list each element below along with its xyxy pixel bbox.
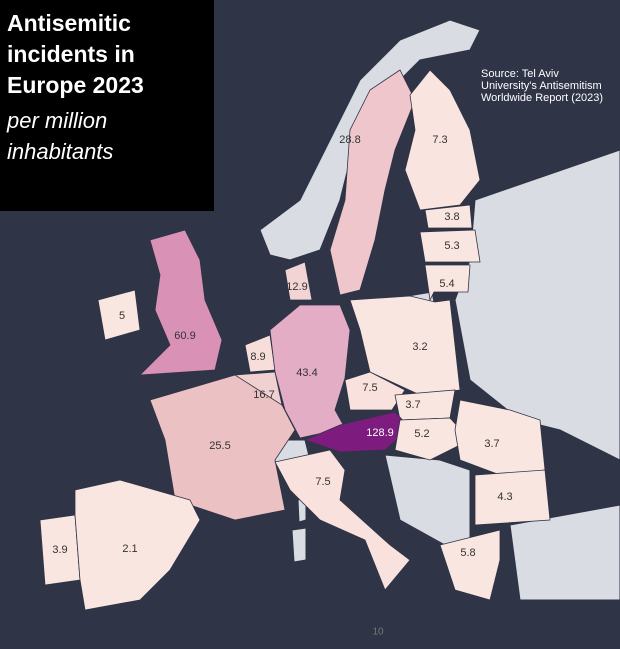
region bbox=[439, 529, 501, 601]
region bbox=[138, 229, 223, 376]
balkans bbox=[384, 454, 471, 546]
region-value: 60.9 bbox=[174, 330, 195, 342]
region-value: 5.3 bbox=[444, 240, 459, 252]
region bbox=[329, 69, 416, 296]
region bbox=[74, 479, 201, 611]
region bbox=[404, 69, 481, 211]
region-value: 3.8 bbox=[444, 211, 459, 223]
region bbox=[269, 304, 351, 439]
page-number: 10 bbox=[372, 627, 384, 638]
region bbox=[394, 389, 456, 421]
region-value: 4.3 bbox=[497, 491, 512, 503]
turkey bbox=[509, 504, 620, 601]
region bbox=[424, 264, 471, 302]
region-value: 5.4 bbox=[439, 278, 454, 290]
region-value: 16.7 bbox=[253, 389, 274, 401]
region bbox=[474, 469, 551, 526]
title: Antisemitic incidents in Europe 2023 bbox=[7, 10, 144, 98]
region-value: 7.5 bbox=[315, 476, 330, 488]
regions: 28.8 7.3 3.8 5.3 5.4 12.9 5 60.9 8.9 16.7 43.4 3.2 7… bbox=[39, 69, 551, 611]
region-value: 12.9 bbox=[286, 281, 307, 293]
region bbox=[349, 295, 461, 396]
subtitle: per million inhabitants bbox=[7, 108, 114, 164]
region-value: 5 bbox=[119, 310, 125, 322]
region-value: 28.8 bbox=[339, 134, 360, 146]
region bbox=[274, 449, 411, 591]
region-value: 43.4 bbox=[296, 367, 317, 379]
region bbox=[149, 374, 296, 521]
source: Source: Tel Aviv University's Antisemiti… bbox=[481, 68, 604, 104]
region bbox=[424, 204, 473, 229]
region-value: 5.8 bbox=[460, 547, 475, 559]
sardinia bbox=[291, 527, 307, 563]
region-value: 3.7 bbox=[405, 399, 420, 411]
region-value: 3.2 bbox=[412, 341, 427, 353]
region bbox=[394, 417, 471, 461]
region-value: 128.9 bbox=[366, 427, 394, 439]
region-value: 25.5 bbox=[209, 440, 230, 452]
region-value: 7.3 bbox=[432, 134, 447, 146]
region bbox=[97, 289, 141, 341]
region-value: 3.9 bbox=[52, 544, 67, 556]
title-box: Antisemitic incidents in Europe 2023 per… bbox=[0, 0, 214, 211]
region bbox=[419, 229, 481, 263]
region-value: 5.2 bbox=[414, 428, 429, 440]
region bbox=[284, 261, 313, 301]
region-value: 3.7 bbox=[484, 438, 499, 450]
norway bbox=[259, 19, 481, 261]
region-value: 2.1 bbox=[122, 543, 137, 555]
region-value: 8.9 bbox=[250, 351, 265, 363]
region-value: 7.5 bbox=[362, 382, 377, 394]
